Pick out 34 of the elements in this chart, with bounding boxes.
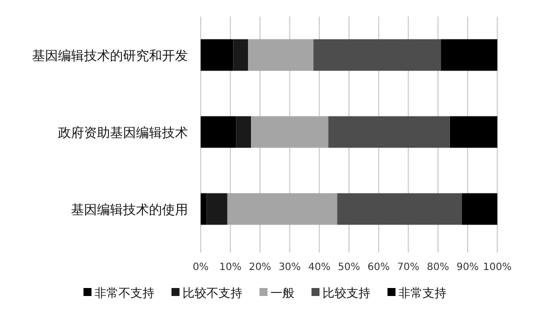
bar <box>440 39 498 71</box>
x-tick-label: 60% <box>368 262 390 273</box>
bar <box>328 116 450 148</box>
legend-label: 非常支持 <box>398 286 446 300</box>
bar <box>233 39 248 71</box>
bar <box>337 193 462 225</box>
y-tick-label: 政府资助基因编辑技术 <box>58 125 188 141</box>
bar <box>200 193 207 225</box>
bar <box>450 116 498 148</box>
bar <box>313 39 441 71</box>
x-tick-label: 0% <box>192 262 209 273</box>
x-tick-label: 30% <box>278 262 301 273</box>
legend-label: 一般 <box>270 286 294 300</box>
bar <box>248 39 314 71</box>
bar <box>200 39 234 71</box>
legend-label: 比较不支持 <box>182 286 242 300</box>
x-tick-label: 50% <box>338 262 360 273</box>
bar <box>462 193 498 225</box>
x-tick-label: 70% <box>397 262 420 273</box>
bar <box>251 116 328 148</box>
x-tick-label: 80% <box>426 262 450 273</box>
legend-label: 非常不支持 <box>94 286 154 300</box>
x-tick-label: 90% <box>456 262 479 273</box>
y-tick-label: 基因编辑技术的研究和开发 <box>32 49 188 64</box>
x-tick-label: 20% <box>248 262 272 273</box>
bar <box>206 193 228 225</box>
bar <box>227 193 338 225</box>
x-tick-label: 100% <box>483 262 512 273</box>
bar <box>236 116 252 148</box>
y-tick-label: 基因编辑技术的使用 <box>71 203 188 218</box>
x-tick-label: 10% <box>219 262 242 273</box>
x-tick-label: 40% <box>308 262 330 273</box>
bar <box>200 116 236 148</box>
legend-label: 比较支持 <box>322 286 370 300</box>
